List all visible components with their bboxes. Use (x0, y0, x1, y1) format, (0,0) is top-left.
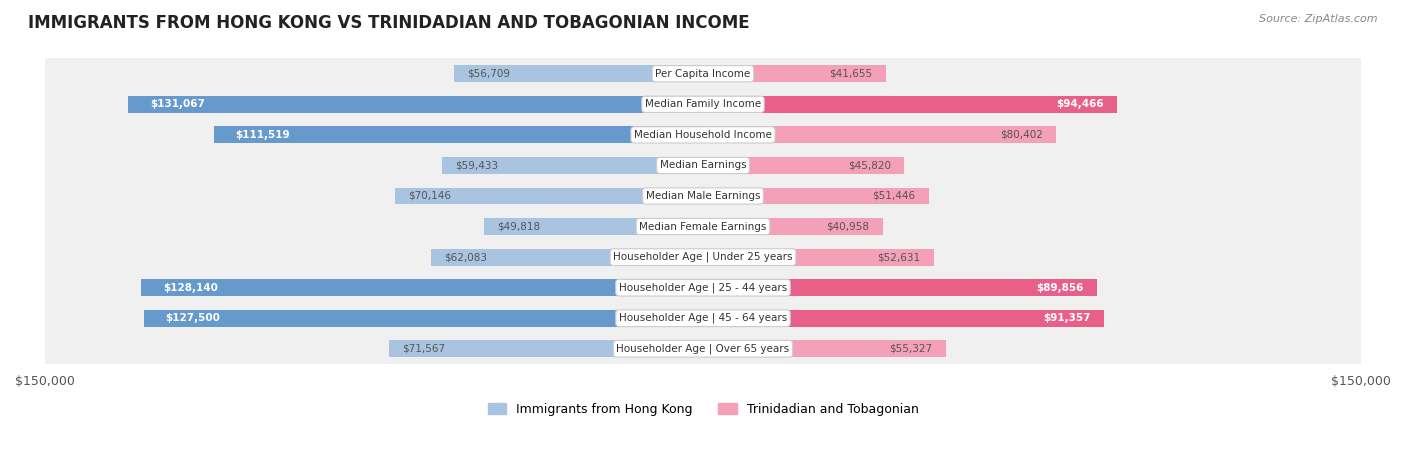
Text: Householder Age | 25 - 44 years: Householder Age | 25 - 44 years (619, 283, 787, 293)
Text: Median Family Income: Median Family Income (645, 99, 761, 109)
Text: $62,083: $62,083 (444, 252, 486, 262)
Text: Median Earnings: Median Earnings (659, 161, 747, 170)
Bar (45, 242, 1361, 272)
Text: $52,631: $52,631 (877, 252, 921, 262)
Text: Median Male Earnings: Median Male Earnings (645, 191, 761, 201)
Text: IMMIGRANTS FROM HONG KONG VS TRINIDADIAN AND TOBAGONIAN INCOME: IMMIGRANTS FROM HONG KONG VS TRINIDADIAN… (28, 14, 749, 32)
Bar (128, 96, 703, 113)
Text: $127,500: $127,500 (166, 313, 221, 323)
Text: $41,655: $41,655 (830, 69, 873, 79)
Bar (703, 188, 929, 205)
Text: $94,466: $94,466 (1057, 99, 1104, 109)
Bar (45, 150, 1361, 181)
Bar (454, 65, 703, 82)
Bar (703, 96, 1118, 113)
Text: $80,402: $80,402 (1000, 130, 1043, 140)
Bar (45, 303, 1361, 333)
Text: $71,567: $71,567 (402, 344, 446, 354)
Bar (395, 188, 703, 205)
Bar (45, 211, 1361, 242)
Text: $49,818: $49,818 (498, 221, 541, 232)
Bar (45, 89, 1361, 120)
Text: $111,519: $111,519 (236, 130, 290, 140)
Bar (430, 249, 703, 266)
Text: $89,856: $89,856 (1036, 283, 1084, 293)
Text: $70,146: $70,146 (408, 191, 451, 201)
Bar (703, 157, 904, 174)
Text: $55,327: $55,327 (890, 344, 932, 354)
Text: $40,958: $40,958 (827, 221, 869, 232)
Text: $131,067: $131,067 (150, 99, 205, 109)
Bar (443, 157, 703, 174)
Text: Householder Age | 45 - 64 years: Householder Age | 45 - 64 years (619, 313, 787, 324)
Bar (389, 340, 703, 357)
Text: $91,357: $91,357 (1043, 313, 1091, 323)
Bar (141, 279, 703, 296)
Text: $128,140: $128,140 (163, 283, 218, 293)
Bar (703, 340, 946, 357)
Bar (45, 58, 1361, 89)
Bar (703, 310, 1104, 326)
Bar (485, 218, 703, 235)
Text: Householder Age | Over 65 years: Householder Age | Over 65 years (616, 344, 790, 354)
Text: Median Female Earnings: Median Female Earnings (640, 221, 766, 232)
Bar (703, 218, 883, 235)
Bar (143, 310, 703, 326)
Text: $45,820: $45,820 (848, 161, 891, 170)
Bar (45, 120, 1361, 150)
Bar (703, 279, 1097, 296)
Text: Householder Age | Under 25 years: Householder Age | Under 25 years (613, 252, 793, 262)
Text: $56,709: $56,709 (467, 69, 510, 79)
Bar (45, 272, 1361, 303)
Legend: Immigrants from Hong Kong, Trinidadian and Tobagonian: Immigrants from Hong Kong, Trinidadian a… (482, 398, 924, 421)
Text: $59,433: $59,433 (456, 161, 499, 170)
Text: $51,446: $51,446 (872, 191, 915, 201)
Bar (45, 333, 1361, 364)
Text: Source: ZipAtlas.com: Source: ZipAtlas.com (1260, 14, 1378, 24)
Bar (703, 127, 1056, 143)
Bar (703, 65, 886, 82)
Bar (214, 127, 703, 143)
Bar (703, 249, 934, 266)
Text: Per Capita Income: Per Capita Income (655, 69, 751, 79)
Text: Median Household Income: Median Household Income (634, 130, 772, 140)
Bar (45, 181, 1361, 211)
